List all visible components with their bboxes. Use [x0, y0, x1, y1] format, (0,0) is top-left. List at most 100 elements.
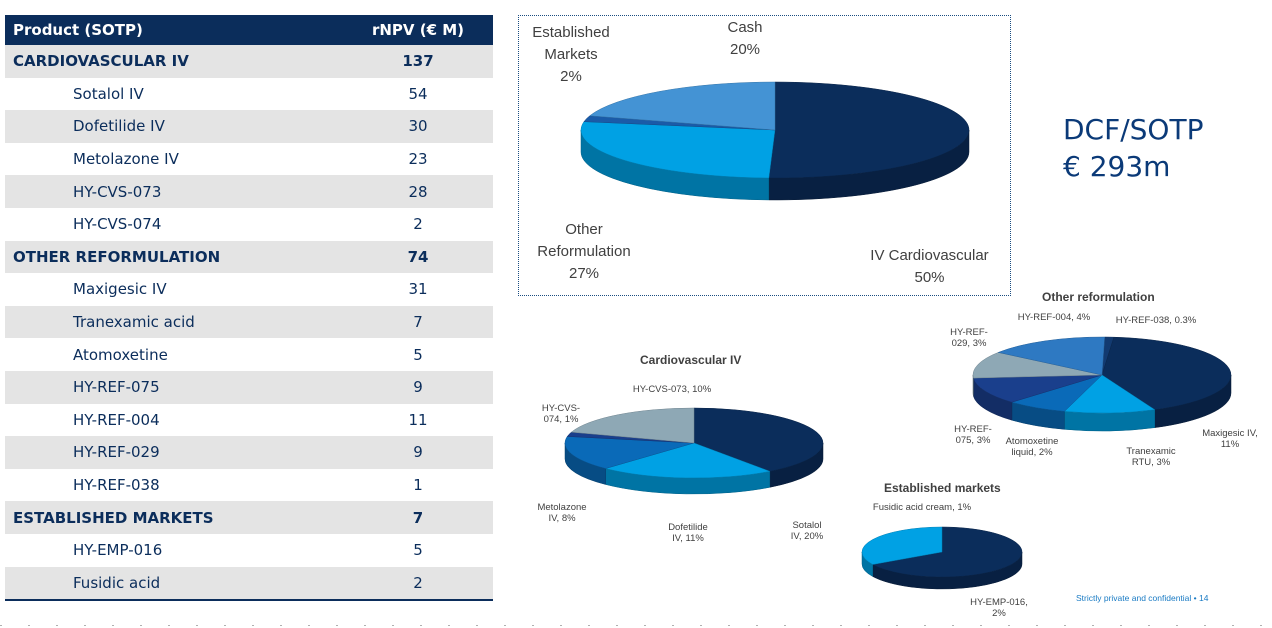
product-name: OTHER REFORMULATION [5, 240, 343, 274]
pie-chart-2 [972, 336, 1232, 432]
slice-label: Other Reformulation 27% [528, 219, 640, 285]
slice-label-line: 50% [914, 269, 945, 286]
table-row: Atomoxetine 5 [5, 338, 493, 371]
pie-chart-0 [580, 81, 970, 201]
slice-label-line: Dofetilide [668, 522, 708, 533]
slice-label: IV Cardiovascular 50% [862, 245, 997, 289]
table-row: HY-CVS-073 28 [5, 175, 493, 208]
slice-label-line: HY-CVS-073, 10% [632, 384, 712, 395]
product-name: Metolazone IV [73, 150, 179, 169]
product-name: HY-CVS-074 [73, 215, 162, 234]
slice-label-line: IV Cardiovascular [870, 247, 989, 264]
rnpv-value: 2 [343, 566, 493, 602]
pie-slice [693, 407, 824, 472]
table-row: HY-CVS-074 2 [5, 208, 493, 241]
pie-slice [972, 352, 1103, 379]
pie-slice [564, 436, 695, 469]
table-row: HY-REF-004 11 [5, 404, 493, 437]
main-pie-frame [518, 15, 1011, 296]
table-row: Tranexamic acid 7 [5, 305, 493, 339]
rnpv-value: 9 [343, 370, 493, 404]
slice-label-line: HY-REF-004, 4% [1017, 312, 1091, 323]
header-product: Product (SOTP) [5, 15, 343, 45]
pie-slice [570, 407, 695, 444]
slice-label: Cash 20% [700, 17, 790, 61]
product-name: HY-CVS-073 [5, 175, 343, 208]
rnpv-value: 31 [408, 280, 428, 299]
pie-slice [871, 526, 1023, 578]
slice-label-line: Markets [544, 46, 598, 63]
bottom-divider [0, 625, 1272, 626]
slice-label: HY-EMP-016, 2% [965, 597, 1033, 619]
table-row: HY-REF-038 1 [5, 469, 493, 502]
rnpv-value: 5 [413, 345, 423, 364]
header-rnpv: rNPV (€ M) [343, 15, 493, 45]
product-name: HY-EMP-016 [73, 541, 163, 560]
pie-slice [604, 442, 771, 479]
slice-label-line: Tranexamic [1126, 446, 1176, 457]
table-body: CARDIOVASCULAR IV 137 Sotalol IV 54 Dofetili… [5, 45, 493, 602]
pie-slice [580, 121, 776, 179]
slice-label-line: IV, 20% [790, 531, 824, 542]
table-row: Dofetilide IV 30 [5, 110, 493, 143]
slice-label: Maxigesic IV, 11% [1193, 428, 1267, 450]
slice-label-line: Maxigesic IV, [1202, 428, 1258, 439]
slice-label: HY-CVS- 074, 1% [536, 403, 586, 425]
rnpv-value: 7 [343, 305, 493, 339]
pie-chart-3 [861, 526, 1023, 590]
table-row: HY-REF-029 9 [5, 436, 493, 469]
slice-label: HY-REF- 029, 3% [945, 327, 993, 349]
pie-slice [997, 336, 1105, 376]
rnpv-value: 9 [343, 436, 493, 469]
rnpv-value: 23 [408, 150, 428, 169]
slice-label-line: Fusidic acid cream, 1% [872, 502, 972, 513]
slice-label-line: HY-CVS- [541, 403, 581, 414]
slice-label-line: 074, 1% [543, 414, 579, 425]
pie-slice [589, 81, 776, 131]
table-header-row: Product (SOTP) rNPV (€ M) [5, 15, 493, 45]
chart-title: Other reformulation [1042, 290, 1155, 304]
rnpv-value: 54 [408, 84, 428, 103]
sotp-table: Product (SOTP) rNPV (€ M) CARDIOVASCULAR… [5, 15, 493, 602]
dcf-title: DCF/SOTP [1063, 113, 1204, 146]
slice-label-line: 075, 3% [955, 435, 991, 446]
rnpv-value: 74 [343, 240, 493, 274]
table-row: Metolazone IV 23 [5, 143, 493, 176]
table-row: HY-REF-075 9 [5, 370, 493, 404]
slice-label-line: Sotalol [792, 520, 822, 531]
slice-label: Established Markets 2% [525, 22, 617, 88]
pie-chart-1 [564, 407, 824, 495]
product-name: Maxigesic IV [73, 280, 167, 299]
product-name: Atomoxetine [73, 345, 168, 364]
slice-label-line: HY-REF-038, 0.3% [1115, 315, 1197, 326]
product-name: HY-REF-038 [73, 476, 160, 495]
slice-label: Atomoxetine liquid, 2% [999, 436, 1065, 458]
slice-label-line: 27% [568, 265, 600, 282]
slice-label: Tranexamic RTU, 3% [1118, 446, 1184, 468]
slice-label: Fusidic acid cream, 1% [862, 502, 982, 513]
product-name: CARDIOVASCULAR IV [5, 45, 343, 78]
slice-label: HY-CVS-073, 10% [612, 384, 732, 395]
slice-label-line: 11% [1220, 439, 1240, 450]
slice-label: Metolazone IV, 8% [528, 502, 596, 524]
product-name: ESTABLISHED MARKETS [5, 501, 343, 534]
product-name: Tranexamic acid [5, 305, 343, 339]
chart-title: Established markets [884, 481, 1001, 495]
product-name: Sotalol IV [73, 84, 144, 103]
slice-label: Dofetilide IV, 11% [653, 522, 723, 544]
slice-label-line: 2% [560, 68, 582, 85]
slice-label: Sotalol IV, 20% [778, 520, 836, 542]
product-name: HY-REF-075 [5, 370, 343, 404]
slice-label-line: Cash [727, 19, 763, 36]
slice-label-line: Atomoxetine [1005, 436, 1059, 447]
slice-label: HY-REF-004, 4% [1009, 312, 1099, 323]
pie-slice [973, 374, 1103, 403]
category-row: ESTABLISHED MARKETS 7 [5, 501, 493, 534]
pie-slice [861, 526, 943, 565]
slice-label-line: 20% [729, 41, 761, 58]
table-row: Fusidic acid 2 [5, 566, 493, 602]
slice-label-line: IV, 11% [672, 533, 704, 544]
slice-label: HY-REF-038, 0.3% [1101, 315, 1211, 326]
table-row: Maxigesic IV 31 [5, 273, 493, 306]
